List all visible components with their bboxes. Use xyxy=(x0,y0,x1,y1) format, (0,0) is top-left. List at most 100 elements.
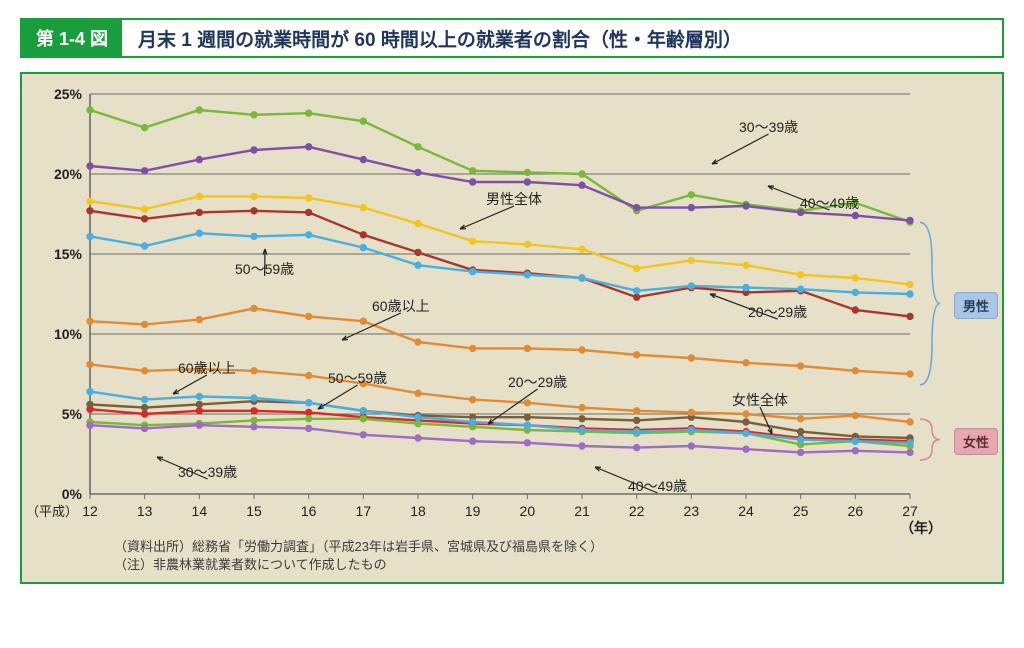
marker xyxy=(251,395,257,401)
marker xyxy=(688,409,694,415)
annotation-arrow xyxy=(173,375,207,394)
annotation-label: 20～29歳 xyxy=(748,304,807,320)
marker xyxy=(852,275,858,281)
marker xyxy=(305,110,311,116)
marker xyxy=(360,204,366,210)
marker xyxy=(852,212,858,218)
marker xyxy=(87,422,93,428)
marker xyxy=(415,144,421,150)
marker xyxy=(797,428,803,434)
marker xyxy=(141,206,147,212)
group-label-female: 女性 xyxy=(954,428,998,455)
marker xyxy=(524,241,530,247)
marker xyxy=(196,156,202,162)
marker xyxy=(633,265,639,271)
marker xyxy=(469,419,475,425)
marker xyxy=(196,209,202,215)
marker xyxy=(141,243,147,249)
marker xyxy=(305,209,311,215)
marker xyxy=(688,427,694,433)
marker xyxy=(87,163,93,169)
marker xyxy=(524,179,530,185)
annotation-label: 20～29歳 xyxy=(508,374,567,390)
marker xyxy=(579,246,585,252)
marker xyxy=(743,284,749,290)
marker xyxy=(141,425,147,431)
marker xyxy=(688,443,694,449)
group-label-male: 男性 xyxy=(954,292,998,319)
marker xyxy=(907,313,913,319)
marker xyxy=(469,396,475,402)
marker xyxy=(360,416,366,422)
marker xyxy=(852,307,858,313)
marker xyxy=(87,198,93,204)
marker xyxy=(196,193,202,199)
svg-text:17: 17 xyxy=(356,503,372,519)
marker xyxy=(360,156,366,162)
marker xyxy=(743,360,749,366)
svg-text:27: 27 xyxy=(902,503,918,519)
marker xyxy=(196,316,202,322)
annotation-label: 女性全体 xyxy=(732,392,788,408)
marker xyxy=(196,408,202,414)
marker xyxy=(852,412,858,418)
marker xyxy=(469,168,475,174)
note-remark: （注）非農林業就業者数について作成したもの xyxy=(114,556,990,574)
svg-text:20%: 20% xyxy=(54,166,83,182)
marker xyxy=(633,288,639,294)
marker xyxy=(524,272,530,278)
marker xyxy=(852,368,858,374)
marker xyxy=(251,233,257,239)
marker xyxy=(907,419,913,425)
marker xyxy=(852,438,858,444)
marker xyxy=(360,432,366,438)
marker xyxy=(743,430,749,436)
marker xyxy=(87,401,93,407)
marker xyxy=(415,420,421,426)
svg-text:12: 12 xyxy=(82,503,98,519)
marker xyxy=(579,404,585,410)
marker xyxy=(305,416,311,422)
marker xyxy=(141,216,147,222)
annotation-arrow xyxy=(342,313,401,340)
marker xyxy=(305,372,311,378)
marker xyxy=(907,449,913,455)
marker xyxy=(141,124,147,130)
annotation-label: 男性全体 xyxy=(486,191,542,207)
marker xyxy=(305,425,311,431)
svg-text:21: 21 xyxy=(574,503,590,519)
marker xyxy=(743,419,749,425)
marker xyxy=(688,283,694,289)
annotation-label: 60歳以上 xyxy=(372,298,430,314)
marker xyxy=(797,286,803,292)
marker xyxy=(524,400,530,406)
marker xyxy=(469,345,475,351)
marker xyxy=(579,182,585,188)
marker xyxy=(196,107,202,113)
marker xyxy=(305,313,311,319)
marker xyxy=(415,339,421,345)
marker xyxy=(305,195,311,201)
marker xyxy=(251,112,257,118)
annotation-arrow xyxy=(318,385,358,409)
marker xyxy=(360,232,366,238)
marker xyxy=(251,408,257,414)
marker xyxy=(907,291,913,297)
marker xyxy=(87,388,93,394)
marker xyxy=(524,345,530,351)
marker xyxy=(360,118,366,124)
marker xyxy=(415,169,421,175)
marker xyxy=(688,192,694,198)
marker xyxy=(415,262,421,268)
marker xyxy=(743,411,749,417)
marker xyxy=(579,171,585,177)
marker xyxy=(907,371,913,377)
marker xyxy=(305,409,311,415)
annotation-label: 60歳以上 xyxy=(178,360,236,376)
chart-frame: 0%5%10%15%20%25%121314151617181920212223… xyxy=(20,72,1004,584)
marker xyxy=(251,147,257,153)
marker xyxy=(196,393,202,399)
marker xyxy=(743,203,749,209)
marker xyxy=(415,435,421,441)
figure-title: 月末 1 週間の就業時間が 60 時間以上の就業者の割合（性・年齢層別） xyxy=(122,20,742,56)
